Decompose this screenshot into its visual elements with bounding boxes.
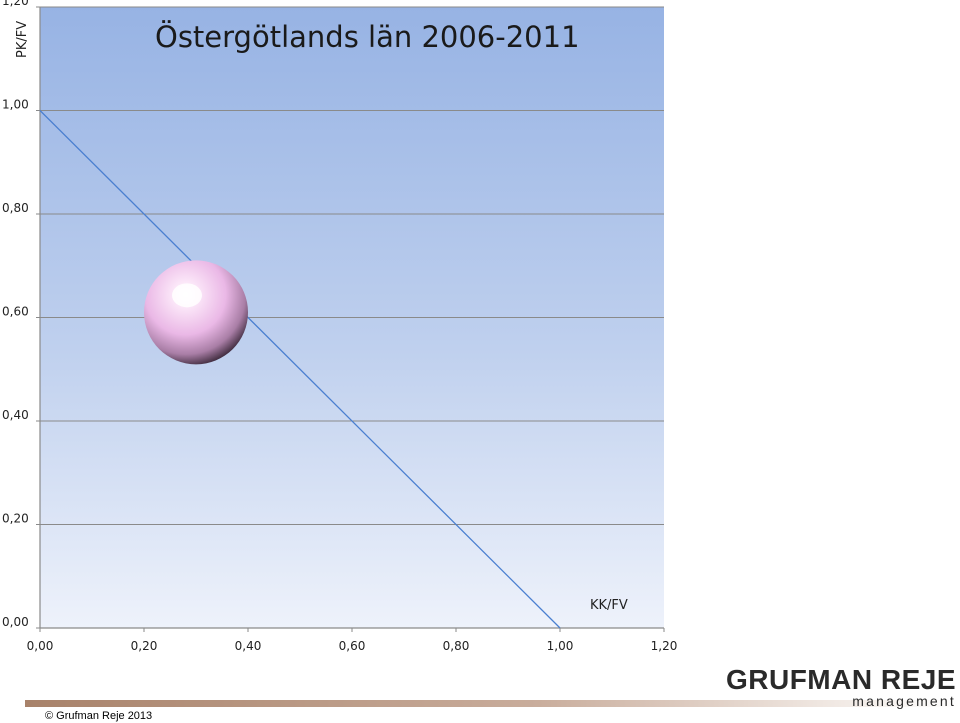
data-marks bbox=[39, 110, 561, 629]
x-tick-label: 1,00 bbox=[547, 639, 574, 653]
x-tick-label: 0,60 bbox=[339, 639, 366, 653]
y-tick-label: 0,40 bbox=[2, 408, 29, 422]
y-tick-label: 0,20 bbox=[2, 512, 29, 526]
chart-title: Östergötlands län 2006-2011 bbox=[155, 20, 580, 54]
x-axis-label: KK/FV bbox=[590, 598, 628, 613]
copyright-text: © Grufman Reje 2013 bbox=[45, 710, 153, 722]
footer-divider bbox=[25, 700, 960, 707]
logo-tagline: management bbox=[852, 693, 956, 709]
tick-labels: 0,00 0,20 0,40 0,60 0,80 1,00 1,20 0,00 0,20 0,40… bbox=[2, 0, 677, 653]
x-tick-label: 0,40 bbox=[235, 639, 262, 653]
bubble-highlight bbox=[172, 283, 202, 308]
y-tick-label: 0,60 bbox=[2, 305, 29, 319]
y-axis-label: PK/FV bbox=[15, 21, 30, 58]
x-tick-label: 1,20 bbox=[651, 639, 678, 653]
bubble-point bbox=[144, 260, 248, 365]
y-tick-label: 0,80 bbox=[2, 201, 29, 215]
reference-line bbox=[39, 110, 561, 629]
company-logo: GRUFMAN REJE management bbox=[720, 664, 960, 710]
y-tick-label: 1,00 bbox=[2, 98, 29, 112]
x-tick-label: 0,80 bbox=[443, 639, 470, 653]
y-tick-label: 1,20 bbox=[2, 0, 29, 8]
x-tick-label: 0,20 bbox=[131, 639, 158, 653]
logo-wordmark: GRUFMAN REJE bbox=[725, 664, 956, 695]
y-tick-label: 0,00 bbox=[2, 615, 29, 629]
x-tick-label: 0,00 bbox=[27, 639, 54, 653]
bubble-chart: 0,00 0,20 0,40 0,60 0,80 1,00 1,20 0,00 0,20 0,40… bbox=[2, 0, 677, 653]
